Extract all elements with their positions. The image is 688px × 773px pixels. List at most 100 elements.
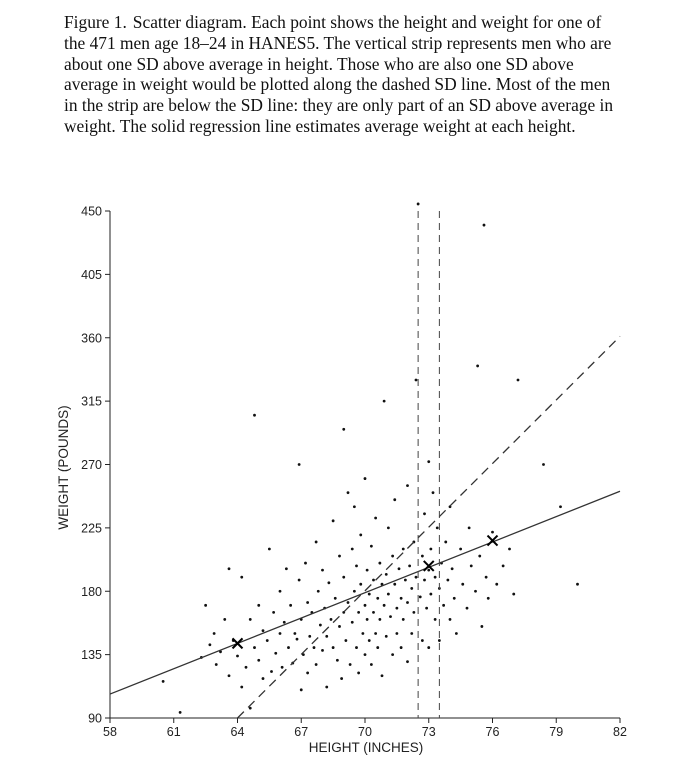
data-point bbox=[346, 491, 350, 495]
x-marker bbox=[423, 560, 435, 572]
data-point bbox=[427, 568, 431, 572]
data-point bbox=[161, 679, 165, 683]
data-point bbox=[401, 547, 405, 551]
data-point bbox=[265, 639, 269, 642]
data-point bbox=[212, 632, 216, 635]
data-point bbox=[306, 671, 310, 675]
data-point bbox=[236, 654, 239, 658]
data-point bbox=[435, 526, 439, 530]
y-tick-label: 180 bbox=[81, 585, 102, 599]
data-point bbox=[340, 677, 344, 680]
data-point bbox=[406, 601, 409, 604]
data-point bbox=[204, 603, 208, 607]
data-point bbox=[369, 663, 373, 666]
data-point bbox=[382, 603, 386, 607]
data-point bbox=[297, 578, 301, 582]
data-point bbox=[403, 578, 407, 582]
y-tick-label: 135 bbox=[81, 648, 102, 662]
data-point bbox=[420, 554, 424, 558]
figure-label: Figure 1. bbox=[64, 12, 127, 32]
data-point bbox=[312, 646, 316, 649]
data-point bbox=[482, 223, 486, 227]
caption-text: Scatter diagram. Each point shows the he… bbox=[64, 12, 614, 136]
data-point bbox=[227, 567, 231, 571]
data-point bbox=[367, 592, 371, 596]
data-point bbox=[321, 568, 324, 572]
data-point bbox=[423, 578, 426, 582]
x-axis-label: HEIGHT (INCHES) bbox=[309, 740, 424, 755]
y-tick-label: 225 bbox=[81, 521, 102, 535]
data-point bbox=[227, 674, 231, 678]
data-point bbox=[484, 575, 488, 579]
data-point bbox=[287, 646, 290, 649]
x-tick-label: 61 bbox=[167, 725, 181, 739]
data-point bbox=[418, 595, 422, 599]
data-point bbox=[401, 618, 405, 621]
data-point bbox=[342, 575, 346, 579]
data-point bbox=[363, 477, 367, 480]
sd-line bbox=[237, 335, 621, 719]
data-point bbox=[386, 592, 390, 596]
points-layer bbox=[161, 202, 579, 714]
data-point bbox=[346, 601, 350, 604]
x-tick-label: 67 bbox=[294, 725, 308, 739]
data-point bbox=[329, 618, 333, 621]
data-point bbox=[361, 632, 365, 635]
data-point bbox=[363, 653, 367, 657]
x-marker-stroke bbox=[423, 560, 435, 572]
data-point bbox=[433, 618, 437, 621]
data-point bbox=[338, 554, 341, 558]
data-point bbox=[208, 643, 212, 647]
data-point bbox=[314, 540, 318, 544]
data-point bbox=[406, 660, 409, 664]
data-point bbox=[397, 567, 401, 571]
data-point bbox=[314, 663, 318, 666]
data-point bbox=[374, 632, 378, 635]
data-point bbox=[542, 463, 545, 466]
data-point bbox=[359, 582, 363, 586]
x-marker-stroke bbox=[231, 637, 244, 650]
data-point bbox=[372, 610, 375, 614]
data-point bbox=[350, 547, 354, 551]
data-point bbox=[431, 491, 435, 495]
data-point bbox=[306, 601, 310, 604]
x-tick-label: 82 bbox=[613, 725, 627, 739]
data-point bbox=[427, 646, 431, 649]
data-point bbox=[516, 378, 520, 382]
data-point bbox=[414, 575, 418, 579]
axes: 58 61 64 67 70 73 76 79 82 90 135 180 225 270 315 360 40… bbox=[81, 205, 627, 740]
data-point bbox=[427, 460, 431, 464]
data-point bbox=[280, 665, 284, 669]
data-point bbox=[357, 671, 361, 675]
data-point bbox=[474, 589, 477, 593]
data-point bbox=[476, 364, 480, 368]
y-axis-label: WEIGHT (POUNDS) bbox=[56, 405, 71, 529]
data-point bbox=[363, 603, 367, 607]
data-point bbox=[257, 603, 261, 607]
x-marker bbox=[486, 534, 499, 547]
data-point bbox=[365, 568, 369, 572]
data-point bbox=[399, 596, 403, 600]
x-tick-label: 70 bbox=[358, 725, 372, 739]
x-marker-stroke bbox=[486, 534, 499, 547]
data-point bbox=[331, 519, 335, 523]
y-tick-label: 315 bbox=[81, 395, 102, 409]
data-point bbox=[289, 603, 293, 607]
data-point bbox=[374, 516, 378, 520]
data-point bbox=[576, 582, 579, 586]
data-point bbox=[508, 547, 511, 551]
data-point bbox=[261, 677, 265, 680]
x-tick-label: 79 bbox=[549, 725, 563, 739]
x-tick-label: 64 bbox=[231, 725, 245, 739]
data-point bbox=[325, 685, 329, 689]
data-point bbox=[478, 554, 482, 558]
data-point bbox=[284, 567, 288, 571]
data-point bbox=[444, 540, 448, 544]
data-point bbox=[335, 658, 339, 662]
data-point bbox=[376, 596, 380, 600]
data-point bbox=[382, 399, 386, 403]
data-point bbox=[248, 706, 252, 710]
data-point bbox=[282, 620, 286, 624]
data-point bbox=[389, 615, 392, 618]
data-point bbox=[253, 413, 256, 417]
